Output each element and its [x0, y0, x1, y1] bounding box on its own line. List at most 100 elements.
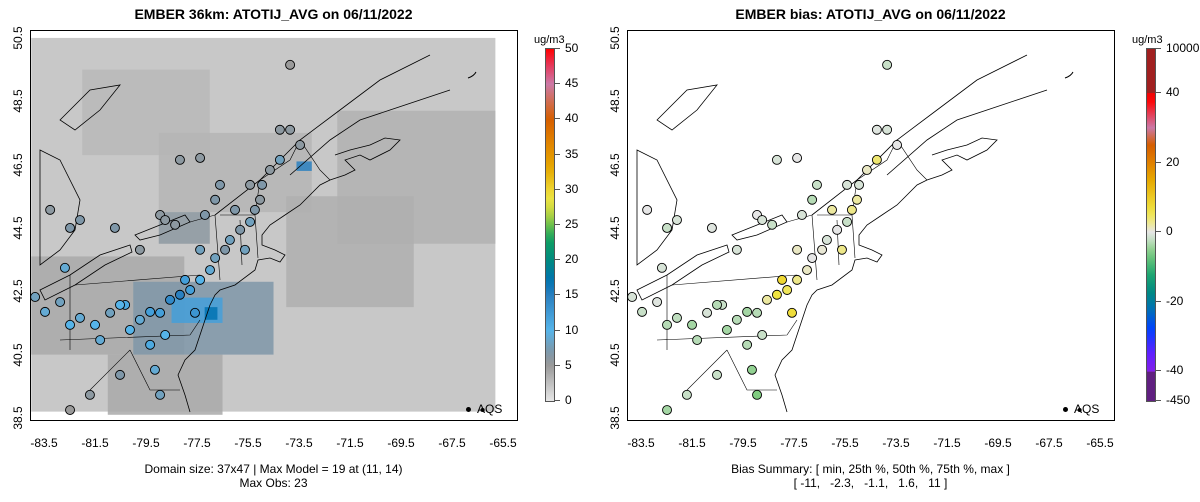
colorbar-tick-label: -450: [1166, 393, 1191, 407]
obs-site-point: [195, 152, 206, 163]
x-tick-label: -71.5: [336, 436, 364, 450]
bias-site-point: [656, 262, 667, 273]
aqs-dot-icon: [1063, 407, 1068, 413]
bias-site-point: [712, 369, 722, 380]
obs-site-point: [149, 364, 160, 375]
bias-site-point: [871, 154, 882, 165]
bias-site-point: [702, 307, 713, 318]
lake-outline: [636, 149, 678, 266]
aqs-legend-dot: [480, 408, 485, 413]
colorbar-tick: [1156, 48, 1161, 49]
bias-site-point: [771, 289, 782, 300]
obs-site-point: [295, 140, 305, 150]
coastline: [177, 137, 401, 413]
obs-site-point: [155, 307, 166, 318]
y-tick-label: 50.5: [11, 26, 25, 50]
x-tick-label: -75.5: [234, 436, 262, 450]
right-legend: AQS: [1063, 402, 1099, 416]
x-tick-label: -77.5: [183, 436, 211, 450]
right-map-plot: [627, 30, 1114, 420]
bias-site-point: [792, 274, 803, 285]
y-tick-label: 48.5: [608, 89, 622, 113]
bias-site-point: [807, 194, 818, 205]
bias-site-point: [757, 330, 768, 340]
colorbar-tick: [555, 294, 560, 296]
island-outline: [1064, 71, 1074, 79]
x-tick-label: -75.5: [831, 436, 859, 450]
bias-site-point: [672, 312, 682, 323]
colorbar-tick: [555, 400, 560, 401]
colorbar-tick-label: 25: [565, 217, 579, 231]
obs-site-point: [190, 307, 200, 318]
obs-site-point: [285, 124, 296, 135]
x-tick-label: -83.5: [627, 436, 655, 450]
colorbar-tick: [555, 329, 560, 331]
colorbar-tick: [555, 153, 560, 155]
bias-site-point: [731, 314, 742, 325]
colorbar-tick-label: 50: [565, 41, 579, 55]
obs-site-point: [274, 154, 285, 165]
obs-site-point: [205, 265, 215, 276]
colorbar-tick: [555, 364, 560, 366]
obs-site-point: [115, 369, 125, 380]
bias-summary-values: [ -11, -2.3, -1.1, 1.6, 11 ]: [793, 476, 948, 490]
y-tick-label: 42.5: [608, 279, 622, 303]
colorbar-tick: [555, 188, 560, 190]
obs-site-point: [195, 244, 206, 255]
x-tick-label: -79.5: [132, 436, 160, 450]
left-legend: AQS: [466, 402, 502, 416]
x-tick-label: -79.5: [729, 436, 757, 450]
bias-site-point: [652, 297, 663, 307]
colorbar-tick: [555, 224, 560, 225]
obs-site-point: [174, 154, 185, 165]
colorbar-tick-label: -40: [1166, 363, 1184, 378]
obs-site-point: [249, 204, 260, 215]
obs-site-point: [125, 324, 135, 335]
bias-site-point: [662, 319, 672, 330]
bias-site-point: [837, 244, 847, 255]
lake-outline: [636, 244, 730, 301]
obs-site-point: [65, 222, 75, 233]
bias-site-point: [692, 335, 703, 345]
obs-site-point: [165, 294, 175, 305]
obs-site-point: [134, 244, 145, 255]
x-tick-label: -69.5: [984, 436, 1012, 450]
y-tick-label: 42.5: [11, 279, 25, 303]
bias-site-point: [812, 179, 822, 190]
bias-site-point: [807, 253, 818, 263]
y-tick-label: 40.5: [608, 342, 622, 367]
x-tick-label: -69.5: [387, 436, 415, 450]
aqs-legend-dot: [1077, 408, 1082, 413]
colorbar-tick: [555, 48, 560, 49]
max-obs-text: Max Obs: 23: [239, 476, 308, 490]
bias-site-point: [672, 215, 682, 225]
obs-site-point: [255, 194, 265, 205]
x-tick-label: -81.5: [81, 436, 109, 450]
obs-site-point: [210, 253, 221, 263]
bias-site-point: [817, 244, 828, 255]
colorbar-tick: [1156, 300, 1161, 302]
bias-site-point: [757, 215, 768, 225]
bias-site-point: [882, 124, 893, 135]
obs-site-point: [30, 292, 41, 302]
left-chart-title: EMBER 36km: ATOTIJ_AVG on 06/11/2022: [134, 6, 413, 22]
obs-site-point: [160, 330, 171, 340]
colorbar-tick: [1156, 231, 1161, 233]
x-tick-label: -65.5: [489, 436, 517, 450]
bias-site-point: [662, 405, 672, 415]
island-outline: [467, 71, 477, 79]
bias-site-point: [846, 204, 857, 215]
colorbar-tick: [555, 83, 560, 85]
obs-site-point: [115, 299, 125, 310]
bias-site-point: [842, 216, 853, 227]
bias-site-point: [742, 339, 753, 350]
colorbar-tick-label: 40: [1166, 85, 1180, 99]
y-tick-label: 38.5: [608, 406, 622, 430]
bias-site-point: [722, 324, 732, 335]
obs-site-point: [215, 179, 225, 190]
bias-site-point: [777, 274, 787, 285]
obs-site-point: [95, 335, 106, 345]
colorbar-tick-label: 40: [565, 111, 579, 126]
obs-site-point: [84, 389, 95, 400]
obs-site-point: [65, 319, 75, 330]
